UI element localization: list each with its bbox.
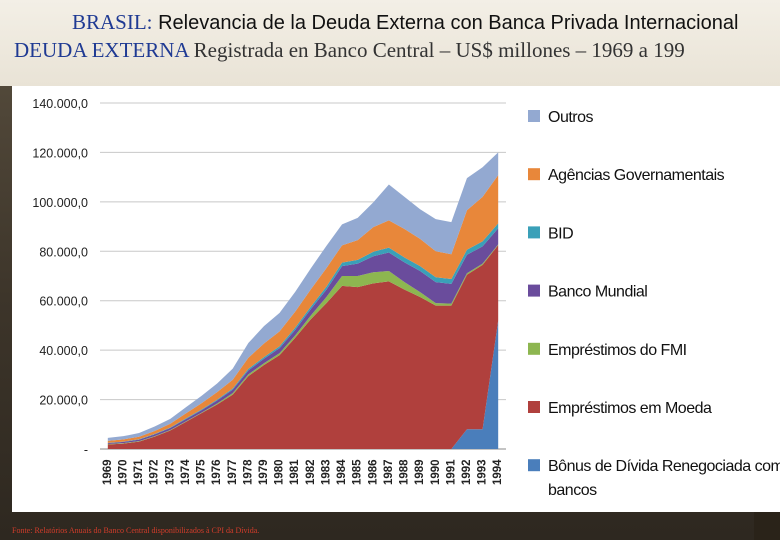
x-tick-label: 1987 [383,459,395,485]
x-tick-label: 1978 [242,459,254,485]
legend-label: Empréstimos em Moeda [548,400,712,417]
x-tick-label: 1983 [320,459,332,485]
title-line-1: BRASIL: Relevancia de la Deuda Externa c… [72,10,738,35]
legend-swatch [528,342,540,355]
x-tick-label: 1971 [133,459,145,485]
title-bar: BRASIL: Relevancia de la Deuda Externa c… [0,0,780,86]
x-tick-label: 1989 [414,459,426,485]
y-tick-label: 40.000,0 [39,344,88,358]
y-tick-label: 80.000,0 [39,245,88,259]
title-detail: Registrada en Banco Central – US$ millon… [193,38,685,62]
chart-panel: - 20.000,0 40.000,0 60.000,0 80.000,0 100.000… [12,86,780,512]
series-area [107,175,499,443]
stacked-area-chart: - 20.000,0 40.000,0 60.000,0 80.000,0 100.000… [32,97,780,499]
legend-swatch [528,401,540,413]
y-tick-label: 140.000,0 [32,97,88,111]
x-tick-label: 1990 [430,459,442,485]
title-subject: Relevancia de la Deuda Externa con Banca… [158,12,739,34]
y-tick-label: 120.000,0 [32,146,88,160]
legend-label: Outros [548,109,594,126]
legend-label: BID [548,225,573,242]
x-tick-label: 1969 [102,459,114,485]
x-tick-label: 1976 [211,459,223,485]
legend-label: Banco Mundial [548,284,647,301]
x-tick-label: 1972 [149,459,161,485]
series-area [107,245,499,449]
x-tick-label: 1988 [399,459,411,485]
x-tick-label: 1975 [196,459,208,485]
legend-swatch [528,459,540,472]
x-tick-label: 1984 [336,459,348,485]
legend-swatch [528,110,540,122]
x-tick-label: 1970 [117,459,129,485]
title-country: BRASIL: [72,10,153,34]
x-tick-label: 1973 [164,459,176,485]
legend-label: Bônus de Dívida Renegociada com [548,458,780,475]
y-tick-label: - [84,443,88,457]
x-tick-label: 1986 [367,459,379,485]
x-tick-label: 1980 [274,459,286,485]
series-area [107,152,499,441]
title-line-2: DEUDA EXTERNA Registrada en Banco Centra… [14,38,780,63]
corner-decoration [754,512,780,540]
legend-swatch [528,168,540,181]
legend-swatch [528,284,540,297]
legend-label: Agências Governamentais [548,167,725,184]
legend-swatch [528,226,540,239]
y-tick-label: 100.000,0 [32,196,88,210]
x-tick-label: 1979 [258,459,270,485]
x-tick-label: 1992 [461,459,473,485]
source-note: Fonte: Relatórios Anuais do Banco Centra… [12,526,260,535]
x-tick-label: 1977 [227,459,239,485]
legend-label: Empréstimos do FMI [548,342,687,359]
x-tick-label: 1991 [445,459,457,485]
y-tick-label: 20.000,0 [39,394,88,408]
x-tick-label: 1982 [305,459,317,485]
legend-label: bancos [548,482,597,499]
x-tick-label: 1974 [180,459,192,485]
x-tick-label: 1985 [352,459,364,485]
x-tick-label: 1993 [477,459,489,485]
x-tick-label: 1981 [289,459,301,485]
y-tick-label: 60.000,0 [39,295,88,309]
title-lead: DEUDA EXTERNA [14,38,189,62]
x-tick-label: 1994 [492,459,504,485]
